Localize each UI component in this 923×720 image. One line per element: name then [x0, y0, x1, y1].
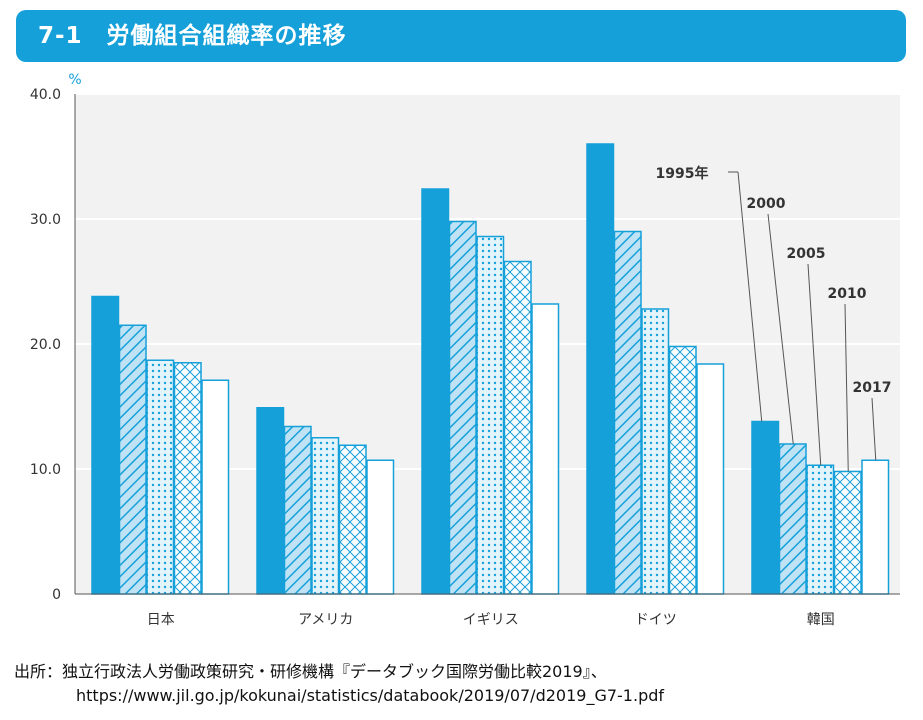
legend-label: 2010 [828, 286, 867, 302]
bar [476, 235, 505, 595]
legend-label: 2000 [747, 196, 786, 212]
bar [778, 443, 807, 595]
bar [586, 143, 615, 595]
legend-leader [807, 263, 822, 466]
legend-leader [767, 213, 794, 445]
bar [668, 345, 697, 595]
legend-leader [737, 171, 763, 422]
bar [751, 420, 780, 595]
bar [91, 295, 120, 595]
legend-leader [871, 397, 877, 461]
x-tick-label: イギリス [463, 612, 519, 628]
source-line-1: 出所：独立行政法人労働政策研究・研修機構『データブック国際労働比較2019』、 [14, 662, 607, 681]
legend-leader [844, 303, 849, 472]
bar-chart: 0 10.0 20.0 30.0 40.0% 日本 アメリカ イギリス ドイツ 韓国 1995年 2… [30, 72, 900, 628]
bar [421, 188, 450, 595]
y-tick-label: 20.0 [30, 337, 61, 353]
title-bar: 7-1 労働組合組織率の推移 [16, 10, 906, 62]
bar [806, 464, 835, 595]
bar [201, 379, 230, 595]
source-url: https://www.jil.go.jp/kokunai/statistics… [76, 686, 665, 705]
bar [338, 444, 367, 595]
bar [311, 437, 340, 595]
axes: 0 10.0 20.0 30.0 40.0% 日本 アメリカ イギリス ドイツ 韓国 [30, 72, 900, 628]
x-tick-label: ドイツ [635, 612, 677, 628]
legend-label: 1995年 [656, 165, 709, 182]
bar [146, 359, 175, 595]
y-tick-label: 0 [52, 587, 61, 603]
chart-area: 0 10.0 20.0 30.0 40.0% 日本 アメリカ イギリス ドイツ 韓国 1995年 2… [0, 62, 923, 662]
bar [283, 425, 312, 595]
bar [613, 230, 642, 595]
bar [173, 362, 202, 595]
bar [833, 470, 862, 595]
bars [91, 143, 890, 595]
y-tick-label: 10.0 [30, 462, 61, 478]
legend-label: 2005 [787, 246, 826, 262]
chart-title: 7-1 労働組合組織率の推移 [38, 23, 347, 49]
legend-annotations: 1995年 2000 2005 2010 2017 [656, 165, 892, 472]
x-tick-label: 日本 [147, 612, 175, 628]
bar [256, 407, 285, 595]
bar [366, 459, 395, 595]
source-note: 出所：独立行政法人労働政策研究・研修機構『データブック国際労働比較2019』、 … [14, 660, 914, 708]
bar [531, 303, 560, 595]
y-tick-label: 30.0 [30, 212, 61, 228]
bar [696, 363, 725, 595]
bar [118, 324, 147, 595]
y-unit-label: % [68, 72, 81, 88]
x-tick-label: 韓国 [807, 612, 835, 628]
x-tick-label: アメリカ [298, 612, 353, 628]
bar [641, 308, 670, 595]
legend-label: 2017 [853, 380, 892, 396]
bar [861, 459, 890, 595]
bar [503, 260, 532, 595]
y-tick-label: 40.0 [30, 87, 61, 103]
bar [448, 220, 477, 595]
